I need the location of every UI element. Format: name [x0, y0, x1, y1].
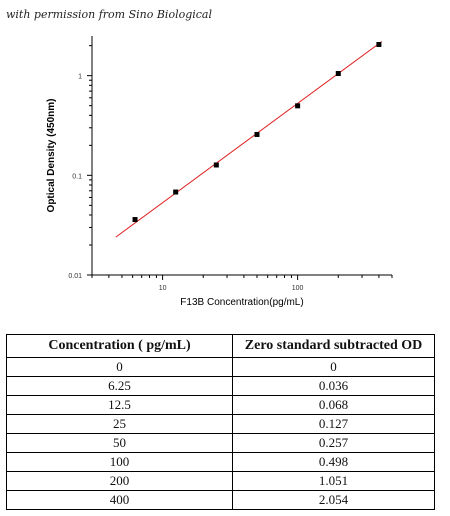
table-row: 12.5 0.068 [6, 395, 435, 415]
standard-table-wrap: Concentration ( pg/mL) Zero standard sub… [6, 334, 435, 510]
y-tick-label: 1 [78, 74, 82, 81]
table-row: 400 2.054 [6, 490, 435, 510]
data-point [295, 103, 301, 109]
cell-od: 0.127 [232, 414, 435, 434]
cell-concentration: 6.25 [6, 376, 233, 396]
cell-od: 0.068 [232, 395, 435, 415]
table-row: 25 0.127 [6, 414, 435, 434]
data-point [376, 42, 382, 48]
y-axis-label: Optical Density (450nm) [46, 99, 57, 213]
cell-concentration: 0 [6, 357, 233, 377]
table-row: 200 1.051 [6, 471, 435, 491]
table-row: 100 0.498 [6, 452, 435, 472]
data-point [335, 71, 341, 77]
cell-od: 2.054 [232, 490, 435, 510]
x-axis-label: F13B Concentration(pg/mL) [180, 297, 303, 308]
cell-od: 0 [232, 357, 435, 377]
cell-od: 0.036 [232, 376, 435, 396]
table-row: 6.25 0.036 [6, 376, 435, 396]
cell-concentration: 50 [6, 433, 233, 453]
data-point [254, 131, 260, 137]
data-point [173, 189, 179, 195]
fit-line [115, 41, 383, 238]
x-tick-label: 100 [292, 285, 304, 292]
table-row: 50 0.257 [6, 433, 435, 453]
cell-concentration: 400 [6, 490, 233, 510]
cell-concentration: 25 [6, 414, 233, 434]
cell-concentration: 200 [6, 471, 233, 491]
column-header-concentration: Concentration ( pg/mL) [6, 334, 233, 358]
y-tick-label: 0.01 [68, 273, 82, 280]
cell-concentration: 100 [6, 452, 233, 472]
cell-concentration: 12.5 [6, 395, 233, 415]
y-tick-label: 0.1 [72, 173, 82, 180]
cell-od: 0.498 [232, 452, 435, 472]
x-tick-label: 10 [159, 285, 167, 292]
attribution-text: with permission from Sino Biological [6, 8, 213, 21]
data-point [213, 162, 219, 168]
cell-od: 0.257 [232, 433, 435, 453]
standard-curve-chart: 0.01 0.1 1 10 100 F13B Concentration(pg/mL) Op… [46, 36, 393, 308]
data-point [132, 217, 138, 223]
column-header-od: Zero standard subtracted OD [232, 334, 435, 358]
table-header-row: Concentration ( pg/mL) Zero standard sub… [6, 334, 435, 358]
cell-od: 1.051 [232, 471, 435, 491]
standard-table: Concentration ( pg/mL) Zero standard sub… [6, 334, 435, 510]
